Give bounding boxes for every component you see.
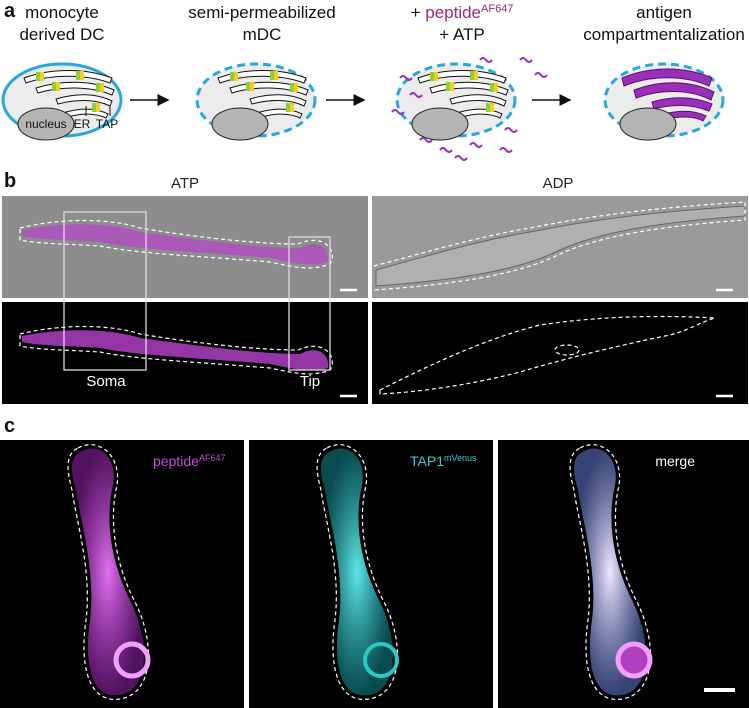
peptide-squiggles-part [479,57,493,63]
cell-magenta [67,444,151,700]
cell-outline [373,201,746,291]
cell-signal [22,330,329,371]
loaded-er-part [633,82,715,101]
peptide-squiggles-part [534,72,548,78]
loaded-er-part [663,110,707,122]
step-title: + peptideAF647 [411,3,514,22]
nuclear-ring [113,641,151,679]
column-title: ATP [171,175,199,192]
tap-label: TAP [96,117,118,131]
box-label: Tip [300,373,320,390]
channel-name: TAP1 [410,453,444,469]
loaded-er [621,68,715,122]
scale-bars [340,288,733,398]
adp-cell [373,201,746,395]
step-title: + ATP [439,25,485,44]
cell-outline [67,444,150,700]
channel-superscript: AF647 [199,453,226,463]
peptide-name: peptide [425,3,481,22]
peptide-squiggles-part [504,127,518,133]
channel-label: peptideAF647 [153,453,225,469]
peptide-squiggles-part [391,109,405,115]
cell-outline [569,444,652,700]
nuclear-ring [615,641,653,679]
step-title: compartmentalization [583,25,745,44]
cell-peptide [391,57,548,161]
step-title: derived DC [19,25,104,44]
cell-signal [71,448,144,696]
cell-merge [569,444,653,700]
cell-intact: nucleus ER TAP [1,62,123,141]
loaded-er-part [651,97,713,112]
panel-label: a [4,0,16,22]
plus-sign: + [411,3,421,22]
cell-signal [320,448,393,696]
peptide-squiggles-part [409,92,423,98]
nucleus [211,107,269,141]
channel-superscript: mVenus [444,453,477,463]
channel-label: merge [655,453,695,469]
channel-label: TAP1mVenus [410,453,477,469]
step-title: mDC [243,25,282,44]
step-title: monocyte [25,3,99,22]
loaded-er-part [621,68,713,87]
cell-outline [316,444,399,700]
cell-signal [22,224,329,265]
cell-cyan [316,444,399,700]
peptide-squiggles [391,57,548,161]
step-title: semi-permeabilized [188,3,335,22]
cell-outline [379,315,716,395]
peptide-superscript: AF647 [481,3,513,15]
cell-compartmentalized [603,62,725,141]
peptide-squiggles-part [399,75,413,81]
peptide-squiggles-part [439,147,453,153]
peptide-squiggles-part [499,147,513,153]
soma-box [63,211,147,371]
step-title: antigen [636,3,692,22]
fluorescence-image [372,302,748,404]
nucleus-label: nucleus [25,117,66,131]
peptide-squiggles-part [454,155,468,161]
panel-label: c [4,415,15,437]
peptide-squiggles-part [519,57,533,63]
channel-name: peptide [153,453,199,469]
er-label: ER [74,117,91,131]
cell-signal [573,448,646,696]
nucleus-outline [554,344,580,356]
peptide-squiggles-part [469,142,483,148]
box-label: Soma [86,373,126,390]
cell-permeabilized [195,62,317,141]
nuclear-ring [363,642,399,678]
panel-label: b [4,170,16,192]
cell-body [375,205,746,287]
peptide-squiggles-part [419,137,433,143]
nucleus [619,107,677,141]
tip-box [288,236,331,371]
column-title: ADP [543,175,574,192]
nucleus [411,107,469,141]
nucleus [17,107,75,141]
